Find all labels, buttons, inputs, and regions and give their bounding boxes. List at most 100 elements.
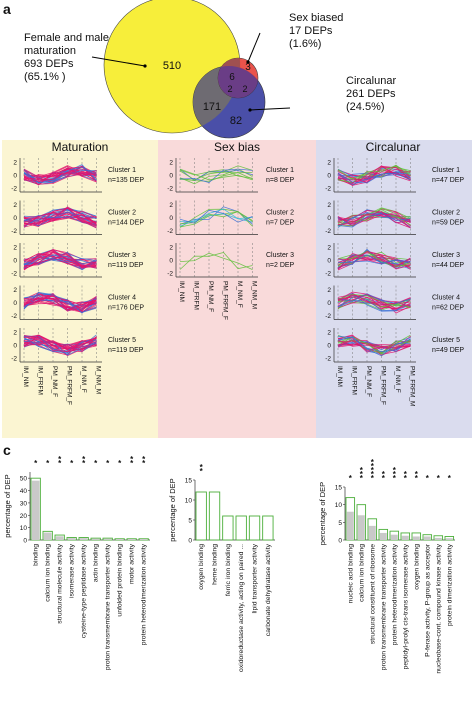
- y-tick-label: 2: [169, 245, 173, 252]
- significance-star: *: [393, 470, 397, 479]
- significance-star: *: [415, 474, 419, 483]
- cluster-plot-3: 2 0 -2 Cluster 3 n=2 DEP: [167, 243, 295, 278]
- profile-line: [179, 168, 253, 181]
- bar-shaded: [115, 539, 124, 540]
- profile-line: [337, 171, 411, 181]
- significance-star: *: [393, 466, 397, 475]
- y-tick-label: -2: [167, 228, 173, 235]
- x-tick-label: PM_FRFM_F: [66, 366, 73, 405]
- cluster-count: n=44 DEP: [432, 262, 464, 269]
- category-label: structural constituent of ribosome: [369, 544, 376, 644]
- bar-shaded: [31, 480, 40, 540]
- profile-line: [337, 251, 411, 268]
- y-tick-label: 15: [335, 485, 343, 492]
- profile-line: [23, 253, 97, 269]
- callout-dot-maturation: [143, 64, 147, 68]
- venn-mat-circ-overlap: [193, 66, 240, 133]
- x-tick-label: IM_FRFM: [193, 281, 200, 310]
- bar: [248, 515, 261, 541]
- y-tick-label: 2: [327, 245, 331, 252]
- venn-region-circ-only: 82: [230, 115, 242, 127]
- cluster-plot-5: 2 0 -2 Cluster 5 n=49 DEP: [325, 328, 464, 363]
- profile-line: [337, 258, 411, 265]
- y-tick-label: 2: [327, 202, 331, 209]
- cluster-plot-5: 2 0 -2 Cluster 5 n=119 DEP: [11, 328, 144, 363]
- profile-line: [337, 251, 411, 270]
- significance-star: *: [415, 470, 419, 479]
- profile-line: [337, 293, 411, 308]
- y-tick-label: 0: [23, 538, 27, 545]
- circalunar-panel-title: Circalunar: [366, 140, 421, 154]
- profile-line: [23, 210, 97, 227]
- significance-star: *: [371, 470, 375, 479]
- category-label: carbonate dehydratase activity: [265, 543, 272, 636]
- significance-star: *: [349, 474, 353, 483]
- y-tick-label: 0: [327, 173, 331, 180]
- profile-line: [337, 339, 411, 347]
- cluster-name: Cluster 1: [432, 167, 460, 174]
- callout-line-maturation: [91, 56, 146, 67]
- cluster-name: Cluster 2: [108, 210, 136, 217]
- y-tick-label: -2: [167, 271, 173, 278]
- significance-star: *: [404, 474, 408, 483]
- significance-star: *: [200, 463, 204, 472]
- bar-shaded: [139, 539, 148, 540]
- y-tick-label: 2: [169, 160, 173, 167]
- sex-title: Sex biased: [289, 12, 343, 24]
- y-tick-label: -2: [325, 313, 331, 320]
- y-tick-label: -2: [167, 186, 173, 193]
- cluster-name: Cluster 5: [108, 337, 136, 344]
- profile-line: [337, 340, 411, 346]
- significance-star: *: [360, 474, 364, 483]
- bar-shaded: [357, 515, 365, 540]
- y-tick-label: 10: [185, 498, 193, 505]
- profile-line: [23, 294, 97, 311]
- circ-count: 261 DEPs: [346, 88, 396, 100]
- maturation-count: 693 DEPs: [24, 58, 74, 70]
- category-label: calcium ion binding: [45, 544, 52, 602]
- y-tick-label: 0: [327, 343, 331, 350]
- profile-line: [179, 208, 253, 227]
- x-tick-label: PM_NM_F: [207, 281, 214, 312]
- x-tick-label: PM_NM_F: [365, 366, 372, 397]
- bar-shaded: [379, 532, 387, 540]
- circalunar-panel-bg: [316, 140, 472, 438]
- maturation-title-1: Female and male: [24, 32, 109, 44]
- y-tick-label: 0: [327, 300, 331, 307]
- profile-line: [337, 298, 411, 311]
- y-tick-label: 0: [13, 300, 17, 307]
- profile-line: [179, 169, 253, 176]
- profile-line: [23, 252, 97, 271]
- cluster-plot-2: 2 0 -2 Cluster 2 n=59 DEP: [325, 200, 464, 235]
- y-tick-label: -2: [11, 313, 17, 320]
- y-tick-label: 2: [327, 160, 331, 167]
- profile-line: [337, 172, 411, 186]
- x-tick-label: IM_NM: [22, 366, 29, 387]
- category-label: heme binding: [212, 544, 219, 585]
- cluster-count: n=135 DEP: [108, 177, 144, 184]
- y-tick-label: 15: [185, 478, 193, 485]
- bar-shaded: [434, 537, 442, 540]
- significance-star: *: [34, 459, 38, 468]
- cluster-plot-1: 2 0 -2 Cluster 1 n=135 DEP: [11, 158, 144, 193]
- profile-line: [23, 170, 97, 186]
- cluster-plots: 2 0 -2 Cluster 1 n=135 DEP 2 0 -2 Cluster 2 n=144…: [11, 158, 464, 406]
- category-label: nucleobase-cont. compound kinase activit…: [435, 543, 442, 673]
- profile-line: [179, 168, 253, 183]
- cluster-name: Cluster 3: [266, 252, 294, 259]
- cluster-plot-3: 2 0 -2 Cluster 3 n=44 DEP: [325, 243, 464, 278]
- significance-star: *: [130, 459, 134, 468]
- y-tick-label: 2: [13, 287, 17, 294]
- significance-star: *: [382, 474, 386, 483]
- x-tick-label: M_NM_M: [95, 366, 102, 394]
- category-label: protein heterodimerization activity: [391, 543, 398, 645]
- profile-line: [337, 213, 411, 226]
- y-tick-label: -2: [325, 228, 331, 235]
- y-axis-label: percentage of DEP: [318, 482, 327, 545]
- y-tick-label: 0: [13, 215, 17, 222]
- y-tick-label: 5: [188, 518, 192, 525]
- profile-line: [337, 254, 411, 264]
- profile-line: [23, 296, 97, 312]
- callout-line-sex: [247, 32, 261, 63]
- profile-line: [337, 213, 411, 228]
